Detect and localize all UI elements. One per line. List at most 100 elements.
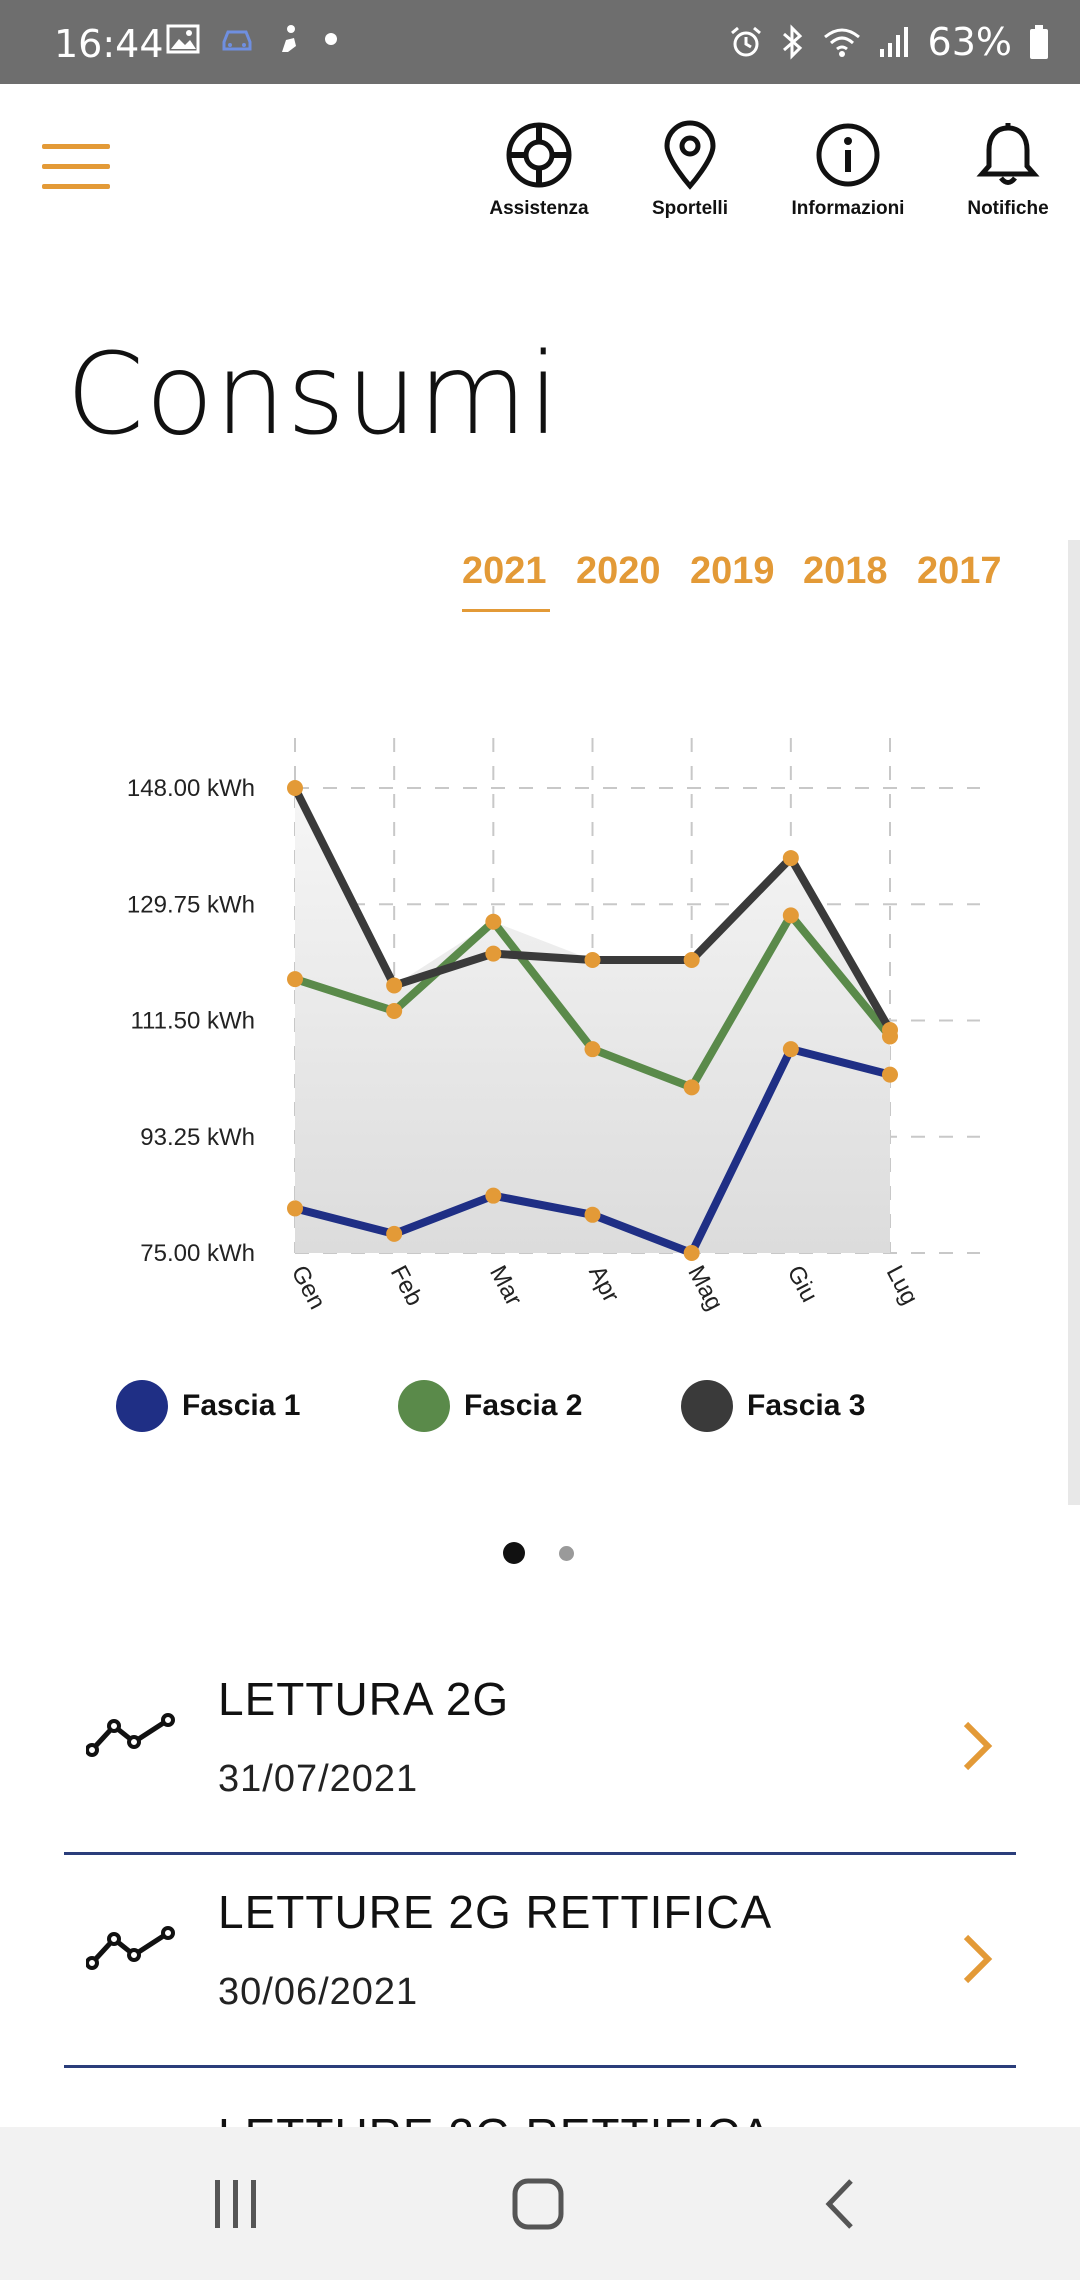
chart-area-fill <box>295 788 890 1253</box>
nav-label: Notifiche <box>967 198 1049 219</box>
y-tick-label: 75.00 kWh <box>140 1240 255 1267</box>
chevron-right-icon <box>963 1721 993 1771</box>
back-icon <box>825 2178 853 2229</box>
x-tick-label: Gen <box>286 1261 331 1314</box>
bell-icon <box>976 123 1040 185</box>
reading-title: LETTURA 2G <box>218 1673 510 1725</box>
list-item-reading[interactable]: LETTURA 2G 31/07/2021 <box>64 1640 1016 1855</box>
reading-title: LETTURE 2G RETTIFICA <box>218 1886 773 1938</box>
y-tick-label: 129.75 kWh <box>127 891 255 918</box>
data-point <box>782 850 799 867</box>
legend-item-fascia-2: Fascia 2 <box>398 1380 582 1432</box>
nav-sportelli[interactable]: Sportelli <box>615 120 765 220</box>
data-point <box>287 780 303 796</box>
info-icon <box>816 123 880 187</box>
x-tick-label: Giu <box>782 1261 823 1307</box>
data-point <box>683 951 700 968</box>
year-tabs: 2021 2020 2019 2018 2017 <box>460 550 1020 620</box>
data-point <box>485 945 502 962</box>
data-point <box>782 907 799 924</box>
data-point <box>584 1041 601 1058</box>
reading-date: 31/07/2021 <box>218 1758 419 1800</box>
system-navigation-bar <box>0 2127 1080 2280</box>
nav-assistenza[interactable]: Assistenza <box>464 120 614 220</box>
hamburger-line <box>42 184 110 189</box>
hamburger-menu-button[interactable] <box>42 144 110 190</box>
chevron-right-icon <box>963 1934 993 1984</box>
legend-swatch <box>116 1380 168 1432</box>
wifi-icon <box>823 28 860 57</box>
home-icon <box>512 2178 564 2229</box>
signal-icon <box>879 27 908 57</box>
data-point <box>386 977 403 994</box>
pager-dot-active[interactable] <box>503 1542 525 1564</box>
data-point <box>584 951 601 968</box>
data-point <box>386 1002 403 1019</box>
year-tab-2021[interactable]: 2021 <box>462 550 547 592</box>
car-icon <box>222 30 252 51</box>
figure-icon <box>282 25 296 52</box>
x-tick-label: Mag <box>682 1261 728 1315</box>
y-tick-label: 93.25 kWh <box>140 1124 255 1151</box>
app-header: Assistenza Sportelli Informazioni Notifi… <box>0 84 1080 244</box>
x-tick-label: Feb <box>385 1261 428 1310</box>
lifebuoy-icon <box>506 122 572 188</box>
pager-dot[interactable] <box>559 1546 574 1561</box>
year-tab-2017[interactable]: 2017 <box>917 550 1002 592</box>
nav-label: Assistenza <box>489 198 589 219</box>
status-right: 63% <box>728 20 1050 64</box>
year-tab-2020[interactable]: 2020 <box>576 550 661 592</box>
hamburger-line <box>42 144 110 149</box>
legend-label: Fascia 3 <box>747 1389 866 1422</box>
legend-swatch <box>681 1380 733 1432</box>
data-point <box>683 1245 700 1261</box>
data-point <box>584 1206 601 1223</box>
status-bar: 16:44 63% <box>0 0 1080 84</box>
selected-year-underline <box>462 609 550 612</box>
data-point <box>882 1022 898 1039</box>
data-point <box>287 1200 303 1217</box>
bluetooth-icon <box>782 24 802 60</box>
nav-informazioni[interactable]: Informazioni <box>773 120 923 220</box>
data-point <box>287 971 303 988</box>
list-item-reading[interactable]: LETTURE 2G RETTIFICA 30/06/2021 <box>64 1853 1016 2068</box>
x-tick-label: Mar <box>484 1261 527 1310</box>
battery-icon <box>1030 25 1048 59</box>
x-tick-label: Lug <box>881 1261 924 1309</box>
data-point <box>882 1066 898 1083</box>
back-button[interactable] <box>740 2127 940 2280</box>
home-button[interactable] <box>438 2127 638 2280</box>
nav-label: Sportelli <box>651 198 728 219</box>
year-tab-2018[interactable]: 2018 <box>803 550 888 592</box>
page-title: Consumi <box>66 330 561 460</box>
y-tick-label: 111.50 kWh <box>130 1008 255 1035</box>
image-icon <box>166 24 200 54</box>
recent-apps-icon <box>215 2179 256 2228</box>
hamburger-line <box>42 164 110 169</box>
reading-date: 30/06/2021 <box>218 1971 419 2013</box>
legend-label: Fascia 2 <box>464 1389 583 1422</box>
battery-percent: 63% <box>927 20 1012 64</box>
status-left-icons <box>166 24 338 54</box>
data-point <box>485 1187 502 1204</box>
trend-line-icon <box>86 1926 175 1970</box>
location-pin-icon <box>664 120 716 190</box>
data-point <box>683 1079 700 1096</box>
data-point <box>782 1041 799 1058</box>
chart-svg: 148.00 kWh 129.75 kWh 111.50 kWh 93.25 kWh 7… <box>127 738 980 1315</box>
legend-item-fascia-1: Fascia 1 <box>116 1380 300 1432</box>
x-tick-label: Apr <box>583 1261 624 1307</box>
carousel-pager <box>0 1538 1080 1568</box>
nav-notifiche[interactable]: Notifiche <box>933 120 1080 220</box>
y-tick-label: 148.00 kWh <box>127 775 255 802</box>
recent-apps-button[interactable] <box>136 2127 336 2280</box>
nav-label: Informazioni <box>791 198 905 219</box>
legend-item-fascia-3: Fascia 3 <box>681 1380 865 1432</box>
year-tab-2019[interactable]: 2019 <box>690 550 775 592</box>
data-point <box>386 1225 403 1242</box>
chart-legend: Fascia 1 Fascia 2 Fascia 3 <box>0 1380 1080 1440</box>
status-time: 16:44 <box>54 22 164 66</box>
data-point <box>485 913 502 930</box>
legend-label: Fascia 1 <box>182 1389 301 1422</box>
dot-icon <box>325 33 337 45</box>
